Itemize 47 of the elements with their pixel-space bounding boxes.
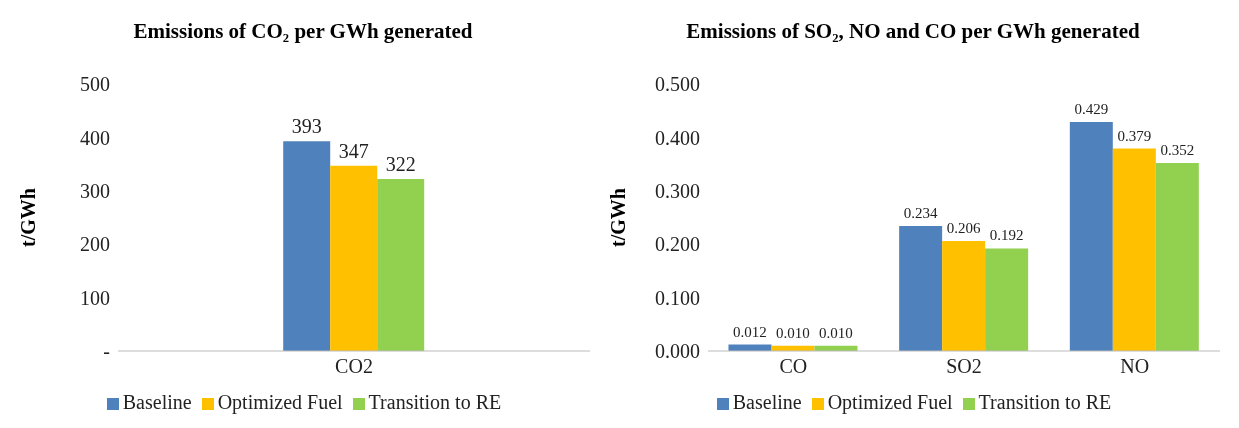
x-tick-label: SO2	[946, 355, 982, 378]
y-tick-label: 0.000	[655, 340, 700, 363]
bar	[377, 179, 425, 351]
data-label: 322	[385, 153, 416, 176]
y-axis-title: t/GWh	[607, 188, 630, 247]
bar	[899, 226, 943, 351]
bar	[330, 165, 378, 351]
legend-label: Baseline	[732, 391, 802, 413]
y-tick-label: 0.500	[655, 73, 700, 96]
data-label: 0.429	[1074, 100, 1109, 117]
data-label: 0.012	[733, 323, 767, 340]
chart-title: Emissions of CO₂ per GWh generated	[132, 18, 474, 45]
bar	[283, 141, 331, 351]
y-tick-label: 300	[80, 179, 110, 202]
data-label: 0.010	[819, 324, 853, 341]
bar	[942, 241, 986, 351]
data-label: 0.379	[1117, 127, 1152, 144]
data-label: 0.234	[903, 205, 939, 222]
legend-label: Optimized Fuel	[217, 391, 343, 413]
chart-title: Emissions of SO₂, NO and CO per GWh generated	[685, 18, 1141, 45]
data-label: 0.206	[946, 220, 982, 236]
data-label: 0.192	[989, 227, 1024, 244]
bar	[1155, 163, 1199, 351]
data-label: 347	[338, 139, 369, 162]
y-tick-label: 0.100	[655, 286, 700, 309]
legend-label: Transition to RE	[978, 391, 1112, 413]
x-tick-label: CO	[779, 355, 808, 378]
x-tick-label: NO	[1120, 355, 1150, 378]
y-tick-label: -	[103, 340, 110, 363]
legend-label: Optimized Fuel	[827, 391, 953, 413]
x-tick-label: CO2	[335, 355, 373, 378]
bar	[1112, 148, 1156, 351]
bar	[985, 248, 1029, 351]
legend-label: Transition to RE	[368, 391, 502, 413]
legend-label: Baseline	[122, 391, 192, 413]
data-label: 0.010	[776, 324, 810, 341]
y-tick-label: 200	[80, 233, 110, 256]
y-tick-label: 100	[80, 286, 110, 309]
y-tick-label: 400	[80, 126, 110, 149]
y-tick-label: 0.200	[655, 233, 700, 256]
data-label: 393	[291, 115, 322, 138]
y-tick-label: 0.300	[655, 179, 700, 202]
bar	[1069, 121, 1113, 351]
y-tick-label: 0.400	[655, 126, 700, 149]
y-tick-label: 500	[80, 73, 110, 96]
y-axis-title: t/GWh	[17, 188, 40, 247]
data-label: 0.352	[1160, 142, 1195, 159]
